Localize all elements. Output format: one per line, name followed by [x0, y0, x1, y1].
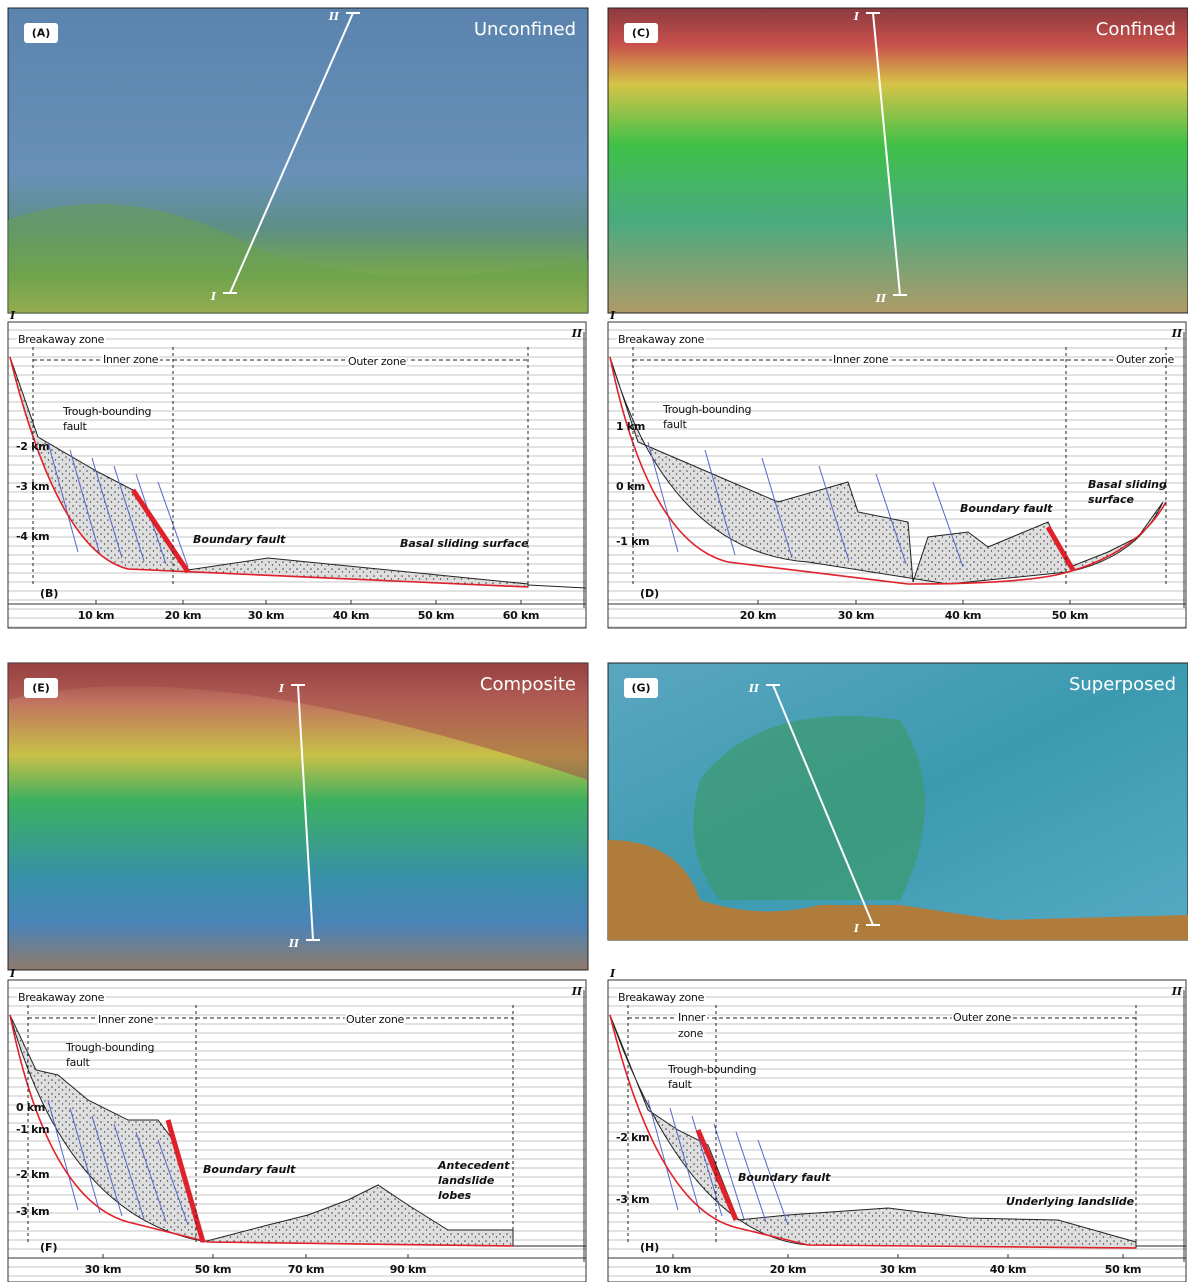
- depth-label: 0 km: [16, 1101, 45, 1114]
- section-label: (H): [640, 1241, 659, 1254]
- distance-label: 10 km: [655, 1263, 691, 1276]
- zone-label: Breakaway zone: [18, 991, 105, 1004]
- section-label: (F): [40, 1241, 58, 1254]
- depth-label: 1 km: [616, 420, 645, 433]
- annotation: Boundary fault: [193, 533, 286, 546]
- profile-end: II: [1171, 327, 1183, 340]
- annotation: surface: [1088, 493, 1135, 506]
- panel: Breakaway zone Inner zone Outer zone Trough-…: [608, 967, 1186, 1282]
- profile-end-label: I: [853, 922, 860, 935]
- annotation: Trough-bounding: [662, 403, 751, 416]
- distance-label: 20 km: [770, 1263, 806, 1276]
- figure: (A)UnconfinedIII(C)ConfinedIII(E)Composi…: [0, 0, 1188, 1282]
- zone-label: Inner zone: [98, 1013, 154, 1026]
- annotation: Boundary fault: [203, 1163, 296, 1176]
- zone-label: Outer zone: [1116, 353, 1175, 366]
- distance-label: 90 km: [390, 1263, 426, 1276]
- panel-label: (A): [32, 27, 51, 40]
- distance-label: 20 km: [165, 609, 201, 622]
- panel-title: Superposed: [1069, 674, 1176, 695]
- zone-label: Inner: [678, 1011, 706, 1024]
- distance-label: 40 km: [990, 1263, 1026, 1276]
- distance-label: 50 km: [1052, 609, 1088, 622]
- depth-label: -3 km: [616, 1193, 649, 1206]
- annotation: fault: [663, 418, 687, 431]
- distance-label: 50 km: [1105, 1263, 1141, 1276]
- annotation: fault: [668, 1078, 692, 1091]
- panel-label: (G): [631, 682, 650, 695]
- zone-label: Breakaway zone: [18, 333, 105, 346]
- profile-end: II: [1171, 985, 1183, 998]
- annotation: fault: [63, 420, 87, 433]
- zone-label: Inner zone: [833, 353, 889, 366]
- depth-label: -2 km: [16, 440, 49, 453]
- depth-label: 0 km: [616, 480, 645, 493]
- annotation: Trough-bounding: [62, 405, 151, 418]
- annotation: Underlying landslide: [1006, 1195, 1135, 1208]
- zone-label: zone: [678, 1027, 704, 1040]
- depth-label: -4 km: [16, 530, 49, 543]
- profile-end-label: II: [875, 292, 887, 305]
- annotation: Antecedent: [437, 1159, 510, 1172]
- page: Landslide panels {"panels": [ {"label": …: [0, 0, 1188, 1282]
- profile-end-label: I: [853, 10, 860, 23]
- distance-label: 70 km: [288, 1263, 324, 1276]
- distance-label: 10 km: [78, 609, 114, 622]
- depth-label: -3 km: [16, 480, 49, 493]
- panel: Breakaway zone Inner zone Outer zone Trough…: [8, 967, 586, 1282]
- annotation: Boundary fault: [738, 1171, 831, 1184]
- zone-label: Breakaway zone: [618, 991, 705, 1004]
- annotation: Trough-bounding: [667, 1063, 756, 1076]
- profile-start: I: [609, 309, 616, 322]
- body: (A)UnconfinedIII(C)ConfinedIII(E)Composi…: [0, 0, 1188, 1282]
- annotation: lobes: [438, 1189, 472, 1202]
- section-label: (D): [640, 587, 659, 600]
- distance-label: 30 km: [248, 609, 284, 622]
- section-label: (B): [40, 587, 58, 600]
- zone-label: Inner zone: [103, 353, 159, 366]
- panel-title: Composite: [480, 674, 576, 695]
- annotation: Basal sliding: [1088, 478, 1167, 491]
- profile-end: II: [571, 985, 583, 998]
- depth-label: -2 km: [616, 1131, 649, 1144]
- annotation: landslide: [438, 1174, 495, 1187]
- depth-label: -2 km: [16, 1168, 49, 1181]
- distance-label: 50 km: [195, 1263, 231, 1276]
- annotation: Boundary fault: [960, 502, 1053, 515]
- annotation: Basal sliding surface: [400, 537, 529, 550]
- depth-label: -3 km: [16, 1205, 49, 1218]
- distance-label: 30 km: [880, 1263, 916, 1276]
- profile-end-label: II: [328, 10, 340, 23]
- distance-label: 30 km: [838, 609, 874, 622]
- distance-label: 50 km: [418, 609, 454, 622]
- panel-title: Unconfined: [474, 19, 576, 40]
- profile-end-label: II: [288, 937, 300, 950]
- annotation: fault: [66, 1056, 90, 1069]
- depth-label: -1 km: [616, 535, 649, 548]
- distance-label: 30 km: [85, 1263, 121, 1276]
- depth-label: -1 km: [16, 1123, 49, 1136]
- profile-start: I: [9, 309, 16, 322]
- panel-title: Confined: [1096, 19, 1176, 40]
- zone-label: Breakaway zone: [618, 333, 705, 346]
- panel-label: (C): [632, 27, 650, 40]
- panel-label: (E): [32, 682, 50, 695]
- profile-end-label: I: [278, 682, 285, 695]
- distance-label: 20 km: [740, 609, 776, 622]
- panel: Breakaway zone Inner zone Outer zone Trough…: [8, 309, 586, 628]
- panel: Breakaway zone Inner zone Outer zone Trough…: [608, 309, 1186, 628]
- distance-label: 40 km: [333, 609, 369, 622]
- profile-end-label: II: [748, 682, 760, 695]
- profile-start: I: [609, 967, 616, 980]
- distance-label: 60 km: [503, 609, 539, 622]
- zone-label: Outer zone: [953, 1011, 1012, 1024]
- profile-end-label: I: [210, 290, 217, 303]
- profile-start: I: [9, 967, 16, 980]
- annotation: Trough-bounding: [65, 1041, 154, 1054]
- distance-label: 40 km: [945, 609, 981, 622]
- profile-end: II: [571, 327, 583, 340]
- zone-label: Outer zone: [346, 1013, 405, 1026]
- zone-label: Outer zone: [348, 355, 407, 368]
